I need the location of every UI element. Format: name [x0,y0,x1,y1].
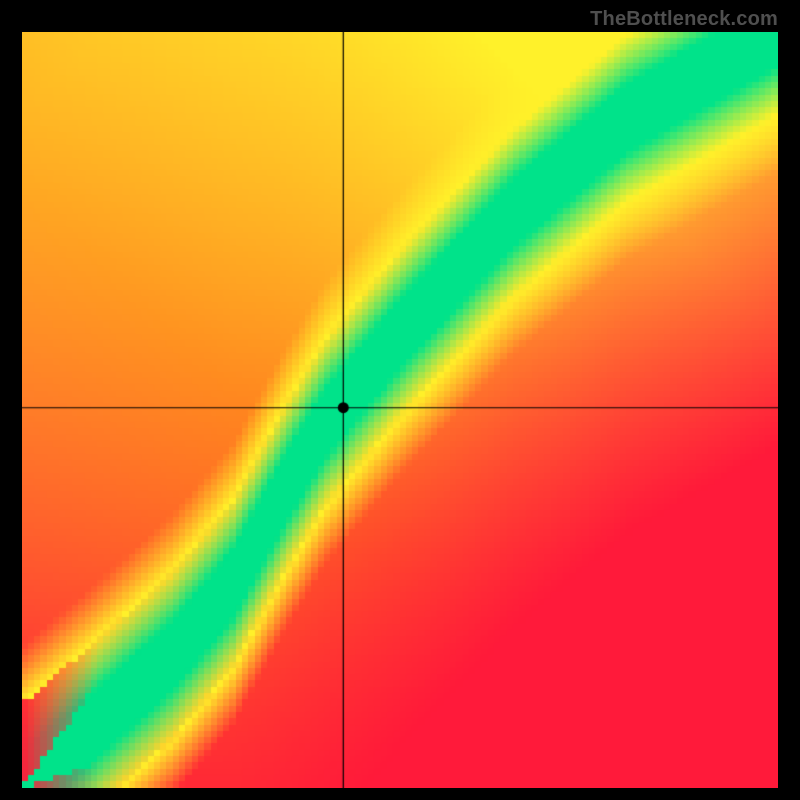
site-watermark: TheBottleneck.com [590,8,778,31]
chart-frame: { "watermark": { "text": "TheBottleneck.… [0,0,800,800]
bottleneck-heatmap [22,32,778,788]
